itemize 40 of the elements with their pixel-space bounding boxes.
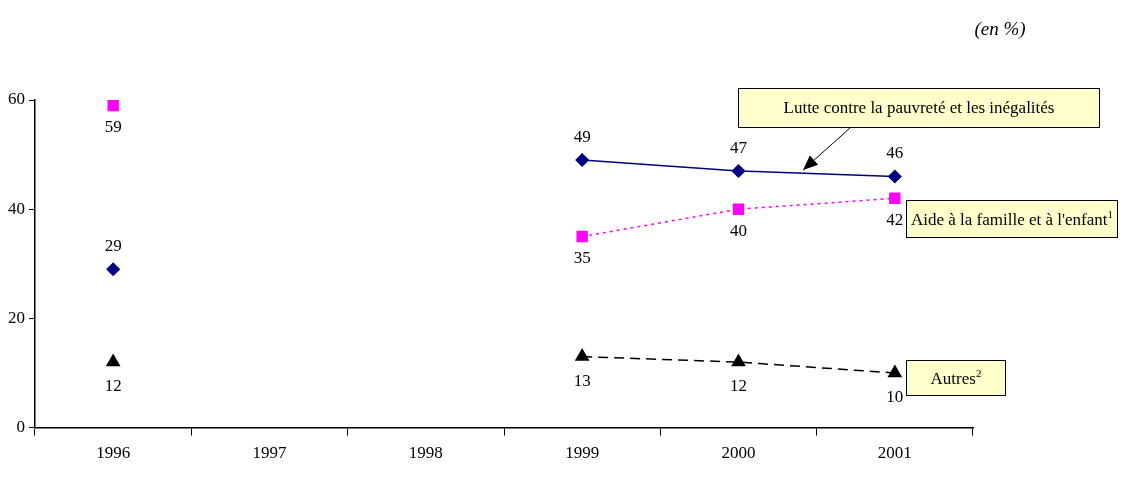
data-label: 12 [730, 376, 747, 396]
data-label: 59 [104, 117, 122, 137]
point [576, 230, 588, 243]
data-label: 29 [104, 236, 122, 256]
data-label: 46 [886, 143, 904, 163]
x-tick-label: 1997 [252, 443, 287, 463]
data-label: 40 [730, 221, 747, 241]
y-tick-label: 40 [8, 198, 25, 218]
chart-subtitle: (en %) [974, 18, 1026, 40]
point [732, 203, 745, 215]
x-tick-label: 1996 [96, 443, 131, 463]
x-tick-label: 1999 [565, 443, 600, 463]
data-label: 42 [886, 210, 904, 230]
x-tick-label: 2000 [721, 443, 756, 463]
series-label: Autres$^{2}$ [930, 367, 982, 389]
point [107, 100, 119, 112]
point [888, 169, 902, 184]
y-tick-label: 0 [16, 417, 25, 437]
point [889, 192, 901, 204]
data-label: 49 [573, 127, 591, 147]
data-label: 12 [104, 376, 122, 396]
callout-box: Autres$^{2}$ [906, 360, 1006, 396]
x-tick-label: 2001 [877, 443, 912, 463]
x-tick-label: 1998 [408, 443, 443, 463]
callout-box: Aide à la famille et à l'enfant$^{1}$ [906, 200, 1118, 238]
data-label: 35 [573, 248, 591, 268]
data-label: 10 [886, 386, 904, 406]
point [731, 354, 746, 367]
point [106, 354, 120, 367]
data-label: 13 [573, 370, 591, 390]
point [888, 365, 902, 378]
y-tick-label: 20 [8, 307, 25, 327]
point [575, 348, 589, 361]
data-label: 47 [730, 137, 748, 157]
point [106, 262, 120, 277]
point [731, 164, 746, 178]
y-tick-label: 60 [8, 89, 25, 109]
callout-box: Lutte contre la pauvreté et les inégalités [738, 88, 1100, 128]
series-label: Aide à la famille et à l'enfant$^{1}$ [910, 208, 1114, 230]
point [575, 153, 589, 167]
